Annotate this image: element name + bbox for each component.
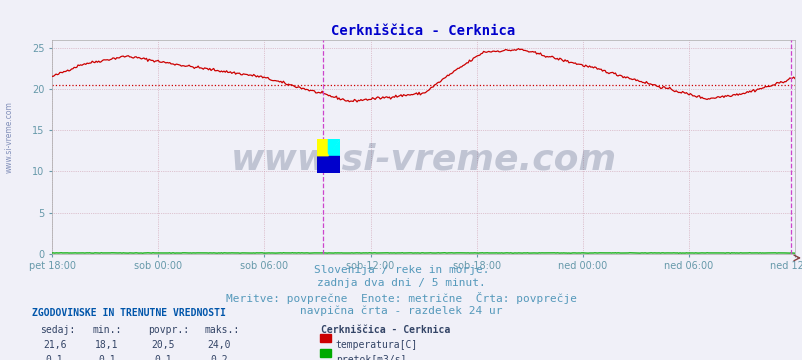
Text: Cerkniščica - Cerknica: Cerkniščica - Cerknica (321, 325, 450, 335)
Text: zadnja dva dni / 5 minut.: zadnja dva dni / 5 minut. (317, 278, 485, 288)
Text: sedaj:: sedaj: (40, 325, 75, 335)
Bar (317, 139, 328, 156)
Text: 0,1: 0,1 (46, 355, 63, 360)
Text: maks.:: maks.: (205, 325, 240, 335)
Text: 21,6: 21,6 (43, 340, 67, 350)
Text: Slovenija / reke in morje.: Slovenija / reke in morje. (314, 265, 488, 275)
Title: Cerkniščica - Cerknica: Cerkniščica - Cerknica (331, 24, 515, 39)
Text: temperatura[C]: temperatura[C] (335, 340, 417, 350)
Text: ZGODOVINSKE IN TRENUTNE VREDNOSTI: ZGODOVINSKE IN TRENUTNE VREDNOSTI (32, 308, 225, 318)
Polygon shape (317, 156, 339, 173)
Text: Meritve: povprečne  Enote: metrične  Črta: povprečje: Meritve: povprečne Enote: metrične Črta:… (225, 292, 577, 304)
Polygon shape (328, 139, 339, 156)
Text: povpr.:: povpr.: (148, 325, 189, 335)
Text: min.:: min.: (92, 325, 122, 335)
Text: 20,5: 20,5 (151, 340, 175, 350)
Text: www.si-vreme.com: www.si-vreme.com (5, 101, 14, 173)
Text: 18,1: 18,1 (95, 340, 119, 350)
Text: 24,0: 24,0 (207, 340, 231, 350)
Text: www.si-vreme.com: www.si-vreme.com (230, 143, 616, 176)
Text: pretok[m3/s]: pretok[m3/s] (335, 355, 406, 360)
Polygon shape (317, 139, 328, 156)
Polygon shape (328, 139, 339, 156)
Text: navpična črta - razdelek 24 ur: navpična črta - razdelek 24 ur (300, 306, 502, 316)
Text: 0,1: 0,1 (98, 355, 115, 360)
Text: 0,2: 0,2 (210, 355, 228, 360)
Text: 0,1: 0,1 (154, 355, 172, 360)
